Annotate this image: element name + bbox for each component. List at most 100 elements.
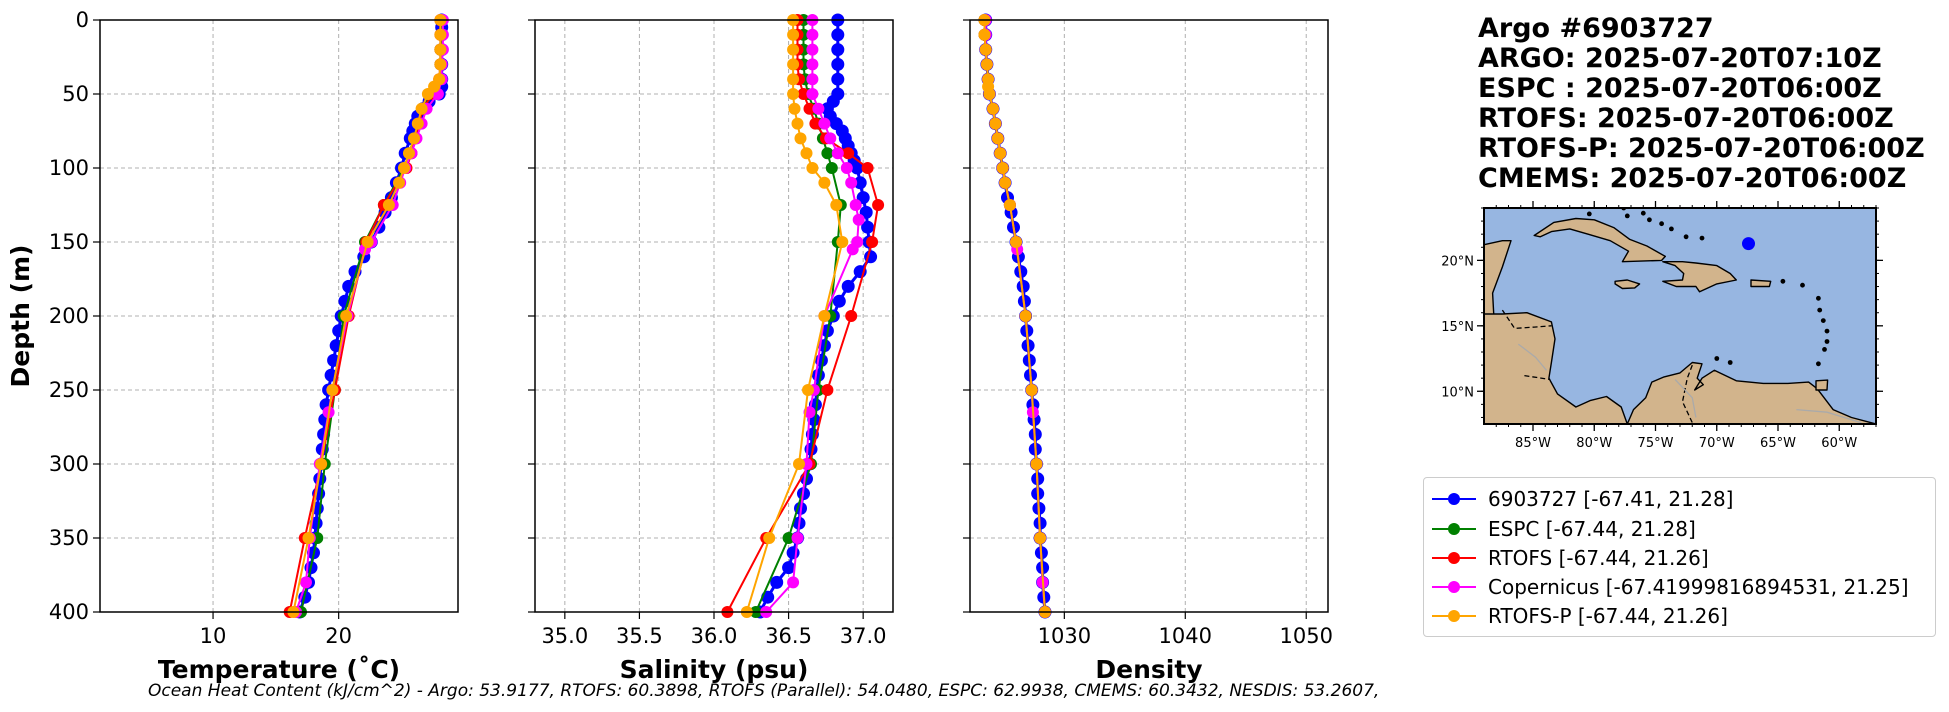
land-central-america xyxy=(1484,312,1629,424)
ytick-label: 0 xyxy=(76,8,89,32)
legend-item-rtofs: RTOFS [-67.44, 21.26] xyxy=(1432,543,1709,572)
map-land xyxy=(1484,217,1876,424)
point-rtofsp xyxy=(1030,458,1043,470)
map-xtick-label: 85°W xyxy=(1515,436,1551,451)
title-rtofs-time: RTOFS: 2025-07-20T06:00Z xyxy=(1478,103,1894,134)
point-rtofsp xyxy=(393,176,405,189)
title-argo-id: Argo #6903727 xyxy=(1478,13,1714,44)
point-rtofsp xyxy=(1025,384,1038,396)
island xyxy=(1822,347,1827,352)
legend-label-rtofsp: RTOFS-P [-67.44, 21.26] xyxy=(1488,603,1728,628)
land-yucatan xyxy=(1484,239,1512,316)
island xyxy=(1780,278,1786,284)
legend-item-argo: 6903727 [-67.41, 21.28] xyxy=(1432,484,1733,513)
map-ytick-label: 15°N xyxy=(1441,320,1474,335)
point-argo xyxy=(850,161,864,175)
island xyxy=(1640,210,1646,216)
legend: 6903727 [-67.41, 21.28] ESPC [-67.44, 21… xyxy=(1423,477,1936,637)
point-rtofsp xyxy=(787,73,800,86)
island xyxy=(1683,234,1689,240)
panel-salinity: 35.0 35.5 36.0 36.5 37.0 Salinity (psu) xyxy=(528,13,894,684)
xaxis-label-salinity: Salinity (psu) xyxy=(620,655,809,684)
map-ytick-label: 20°N xyxy=(1441,254,1474,269)
land-south-america xyxy=(1626,361,1876,424)
point-rtofsp xyxy=(315,458,328,470)
point-rtofs xyxy=(809,117,822,130)
point-rtofsp xyxy=(793,458,805,470)
point-argo xyxy=(853,176,867,190)
point-rtofs xyxy=(872,199,885,211)
point-copernicus xyxy=(840,162,853,174)
point-copernicus xyxy=(806,58,819,71)
point-rtofsp xyxy=(787,58,800,71)
ytick-label: 150 xyxy=(49,230,89,254)
point-rtofs xyxy=(821,384,834,396)
xtick-label: 35.5 xyxy=(616,624,663,648)
point-rtofsp xyxy=(788,102,801,115)
legend-item-copernicus: Copernicus [-67.41999816894531, 21.25] xyxy=(1432,572,1909,601)
point-rtofsp xyxy=(787,88,800,100)
xtick-label: 20 xyxy=(325,624,352,648)
island xyxy=(1800,282,1805,288)
point-argo xyxy=(831,72,845,86)
legend-item-rtofsp: RTOFS-P [-67.44, 21.26] xyxy=(1432,601,1728,630)
island xyxy=(1669,226,1674,232)
point-argo xyxy=(831,43,845,57)
legend-label-argo: 6903727 [-67.41, 21.28] xyxy=(1488,486,1734,511)
island xyxy=(1816,295,1821,301)
point-rtofsp xyxy=(340,310,353,322)
point-copernicus xyxy=(831,147,844,160)
point-copernicus xyxy=(824,132,837,145)
river-1 xyxy=(1674,379,1697,418)
point-rtofsp xyxy=(836,236,849,248)
land-trinidad xyxy=(1815,379,1829,391)
point-rtofsp xyxy=(434,43,447,56)
point-rtofs xyxy=(861,162,874,174)
xtick-label: 36.5 xyxy=(765,624,812,648)
island xyxy=(1699,235,1705,241)
island xyxy=(1586,211,1592,217)
river-2 xyxy=(1796,408,1862,424)
point-rtofsp xyxy=(408,132,420,145)
river-3 xyxy=(1517,343,1547,371)
island xyxy=(1820,318,1826,323)
map-xtick-label: 60°W xyxy=(1821,436,1857,451)
title-rtofsp-time: RTOFS-P: 2025-07-20T06:00Z xyxy=(1478,133,1925,164)
legend-label-espc: ESPC [-67.44, 21.28] xyxy=(1488,516,1696,541)
point-rtofsp xyxy=(403,147,415,160)
point-rtofsp xyxy=(415,102,428,115)
point-rtofsp xyxy=(818,176,831,189)
legend-swatch-argo xyxy=(1432,489,1476,509)
header-title-block: Argo #6903727 ARGO: 2025-07-20T07:10Z ES… xyxy=(1478,14,1925,194)
island xyxy=(1816,361,1821,367)
legend-swatch-copernicus xyxy=(1432,577,1476,597)
point-espc xyxy=(782,532,795,544)
legend-swatch-espc xyxy=(1432,519,1476,539)
point-rtofsp xyxy=(983,88,996,100)
profile-panels: 0 50 100 150 200 250 300 350 400 10 20 Temperature … xyxy=(6,8,1333,684)
point-espc xyxy=(825,162,838,174)
point-rtofsp xyxy=(980,58,993,71)
panel-density: 1030 1040 1050 Density xyxy=(963,13,1333,684)
point-rtofs xyxy=(797,88,810,100)
yaxis-label: Depth (m) xyxy=(6,245,35,388)
map-borders xyxy=(1501,309,1862,424)
point-rtofsp xyxy=(989,117,1002,130)
point-copernicus xyxy=(806,88,819,100)
point-rtofs xyxy=(842,147,855,160)
point-copernicus xyxy=(806,28,819,41)
point-rtofs xyxy=(803,102,816,115)
point-rtofsp xyxy=(1003,199,1016,211)
ytick-label: 100 xyxy=(49,156,89,180)
xtick-label: 1040 xyxy=(1159,624,1212,648)
series-temperature xyxy=(283,13,449,619)
point-rtofs xyxy=(845,310,858,322)
ytick-label: 250 xyxy=(49,378,89,402)
title-cmems-time: CMEMS: 2025-07-20T06:00Z xyxy=(1478,163,1907,194)
legend-item-espc: ESPC [-67.44, 21.28] xyxy=(1432,514,1696,543)
point-rtofsp xyxy=(991,132,1004,145)
xtick-label: 1030 xyxy=(1038,624,1091,648)
point-copernicus xyxy=(791,532,804,544)
point-rtofsp xyxy=(326,384,339,396)
